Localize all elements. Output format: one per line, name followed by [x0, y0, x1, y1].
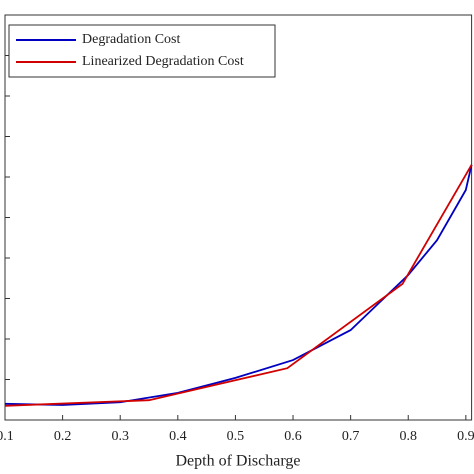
- x-tick-label: 0.1: [0, 429, 14, 444]
- x-axis-label: Depth of Discharge: [176, 453, 301, 470]
- x-tick-label: 0.9: [457, 429, 474, 444]
- x-tick-label: 0.3: [111, 429, 129, 444]
- x-tick-label: 0.5: [227, 429, 245, 444]
- x-tick-label: 0.7: [342, 429, 360, 444]
- legend-label: Linearized Degradation Cost: [82, 54, 244, 69]
- x-tick-label: 0.8: [399, 429, 417, 444]
- series-line: [4, 164, 473, 406]
- legend-label: Degradation Cost: [82, 32, 180, 47]
- x-tick-label: 0.2: [54, 429, 72, 444]
- x-tick-label: 0.4: [169, 429, 187, 444]
- x-tick-label: 0.6: [284, 429, 302, 444]
- series-line: [4, 164, 473, 407]
- legend-box: [8, 24, 276, 78]
